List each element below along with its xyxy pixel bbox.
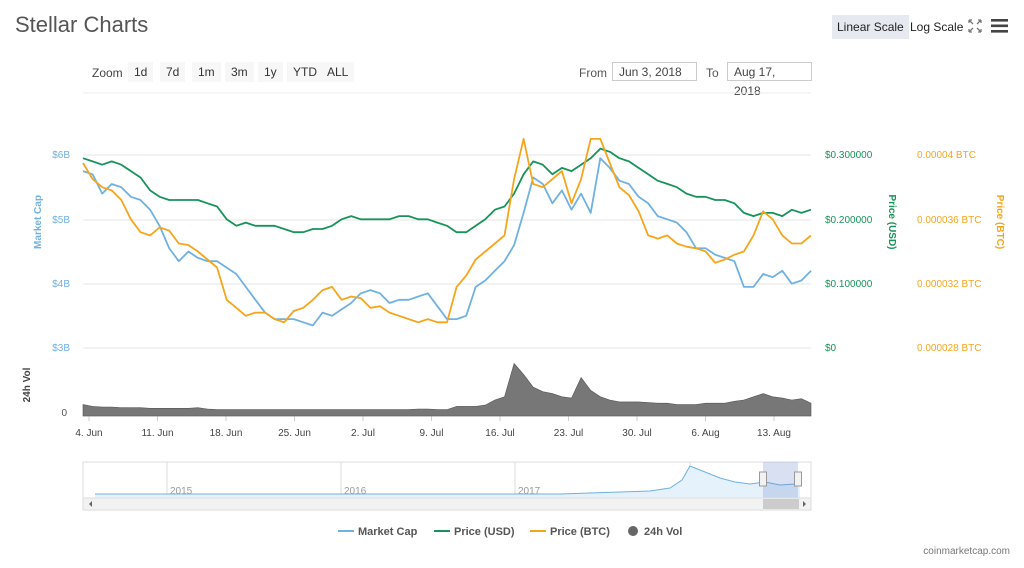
scroll-right-arrow-icon: [803, 501, 806, 507]
page-title: Stellar Charts: [15, 12, 149, 37]
x-tick-label: 23. Jul: [554, 428, 583, 439]
zoom-1d-button[interactable]: 1d: [128, 62, 154, 82]
zoom-ytd-button[interactable]: YTD: [287, 62, 323, 82]
expand-icon-glyph: [968, 19, 982, 33]
x-tick-label: 11. Jun: [141, 428, 173, 439]
y-axis-title-price-usd: Price (USD): [886, 194, 897, 249]
navigator-line: [95, 465, 800, 495]
legend-item[interactable]: 24h Vol: [628, 526, 682, 538]
navigator[interactable]: 2015201620172018: [82, 461, 812, 511]
zoom-all-button[interactable]: ALL: [321, 62, 355, 82]
log-scale-button[interactable]: Log Scale: [910, 20, 964, 34]
navigator-year-label: 2016: [344, 486, 367, 497]
from-label: From: [579, 66, 607, 80]
navigator-scrollbar: [82, 497, 812, 511]
y-axis-title-market-cap: Market Cap: [33, 195, 44, 249]
navigator-area: [95, 466, 800, 498]
legend-swatch: [628, 526, 638, 536]
zoom-7d-button[interactable]: 7d: [160, 62, 186, 82]
legend: Market Cap Price (USD) Price (BTC) 24h Vol: [338, 526, 682, 538]
y-tick-price-usd: $0.200000: [825, 215, 873, 226]
from-date-input[interactable]: Jun 3, 2018: [612, 62, 697, 81]
hamburger-menu-glyph: [991, 19, 1008, 33]
zoom-1m-button[interactable]: 1m: [192, 62, 221, 82]
y-tick-market-cap: $6B: [52, 150, 70, 161]
y-tick-price-usd: $0.300000: [825, 150, 873, 161]
y-tick-price-btc: 0.000028 BTC: [917, 343, 982, 354]
legend-label: 24h Vol: [644, 526, 682, 538]
series-line-price-usd: [82, 147, 812, 234]
scroll-left-arrow-icon: [89, 501, 92, 507]
y-tick-market-cap: $3B: [52, 343, 70, 354]
y-tick-volume: 0: [61, 408, 67, 419]
x-tick-label: 18. Jun: [210, 428, 243, 439]
y-tick-market-cap: $4B: [52, 279, 70, 290]
legend-item[interactable]: Price (USD): [434, 526, 515, 538]
axes: Market Cap Price (USD) Price (BTC) 24h V…: [22, 150, 1005, 439]
navigator-selection: [763, 462, 798, 498]
x-tick-label: 16. Jul: [485, 428, 514, 439]
y-tick-price-usd: $0.100000: [825, 279, 873, 290]
y-tick-price-btc: 0.000032 BTC: [917, 279, 982, 290]
navigator-year-label: 2015: [170, 486, 193, 497]
legend-item[interactable]: Market Cap: [338, 526, 418, 538]
x-tick-label: 25. Jun: [278, 428, 311, 439]
to-label: To: [706, 66, 719, 80]
y-axis-title-volume: 24h Vol: [22, 367, 33, 402]
linear-scale-button[interactable]: Linear Scale: [832, 15, 909, 39]
x-tick-label: 13. Aug: [757, 428, 791, 439]
y-axis-title-price-btc: Price (BTC): [994, 195, 1005, 249]
navigator-year-label: 2017: [518, 486, 541, 497]
hamburger-menu-icon[interactable]: [991, 19, 1008, 33]
legend-item[interactable]: Price (BTC): [530, 526, 610, 538]
x-tick-label: 2. Jul: [351, 428, 375, 439]
navigator-scrollbar-thumb: [763, 499, 799, 509]
navigator-handle: [759, 471, 767, 487]
y-tick-price-btc: 0.000036 BTC: [917, 215, 982, 226]
series-line-market-cap: [82, 157, 812, 327]
to-date-input[interactable]: Aug 17, 2018: [727, 62, 812, 98]
x-tick-label: 30. Jul: [622, 428, 651, 439]
legend-label: Price (BTC): [550, 526, 610, 538]
zoom-3m-button[interactable]: 3m: [225, 62, 254, 82]
volume-area: [82, 362, 812, 417]
y-tick-market-cap: $5B: [52, 215, 70, 226]
expand-icon[interactable]: [968, 19, 982, 33]
legend-label: Market Cap: [358, 526, 418, 538]
zoom-label: Zoom: [92, 66, 123, 80]
zoom-1y-button[interactable]: 1y: [258, 62, 283, 82]
x-tick-label: 6. Aug: [691, 428, 719, 439]
y-tick-price-usd: $0: [825, 343, 837, 354]
y-tick-price-btc: 0.00004 BTC: [917, 150, 976, 161]
x-tick-label: 4. Jun: [75, 428, 102, 439]
legend-label: Price (USD): [454, 526, 515, 538]
volume-bars: [82, 362, 812, 417]
credit-link[interactable]: coinmarketcap.com: [923, 546, 1010, 557]
series-lines: [82, 138, 812, 327]
x-tick-label: 9. Jul: [420, 428, 444, 439]
series-line-price-btc: [82, 138, 812, 324]
navigator-handle: [794, 471, 802, 487]
